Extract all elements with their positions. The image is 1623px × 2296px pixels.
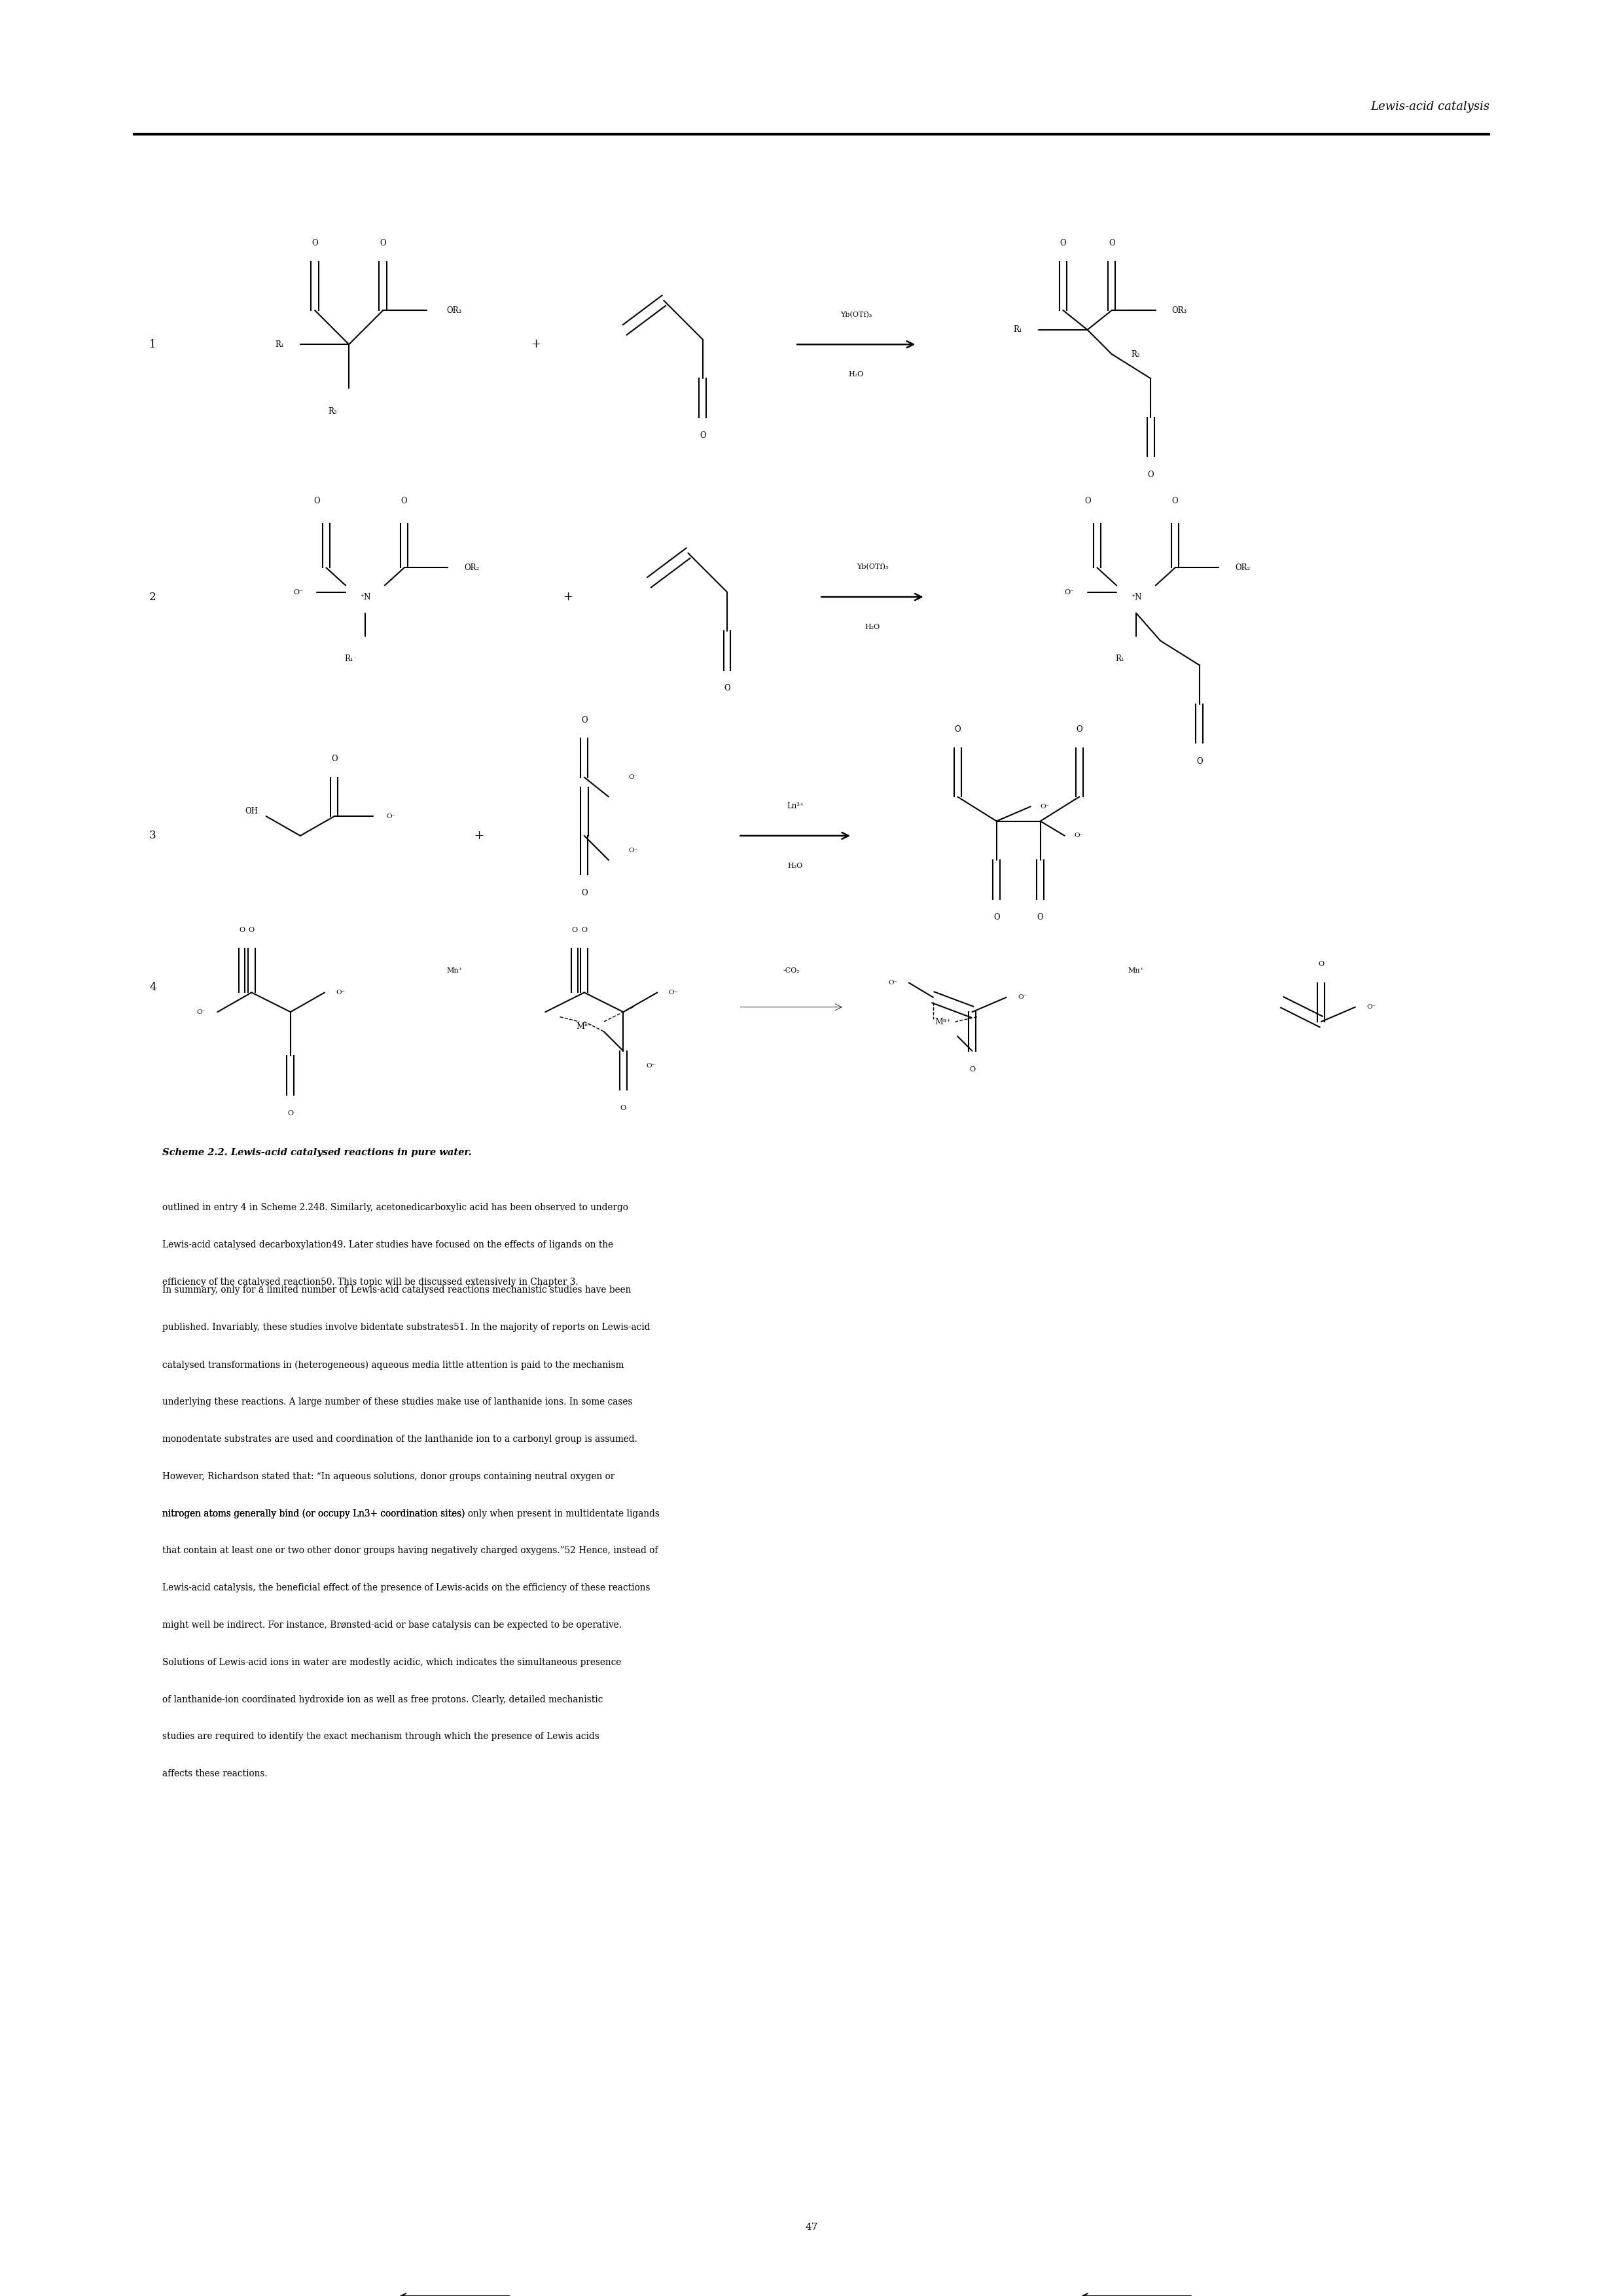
- Text: Solutions of Lewis-acid ions in water are modestly acidic, which indicates the s: Solutions of Lewis-acid ions in water ar…: [162, 1658, 622, 1667]
- Text: nitrogen atoms generally bind (or occupy Ln3+ coordination sites) only when pres: nitrogen atoms generally bind (or occupy…: [162, 1508, 659, 1518]
- Text: O: O: [1147, 471, 1154, 480]
- Text: nitrogen atoms generally bind (or occupy Ln3+ coordination sites): nitrogen atoms generally bind (or occupy…: [162, 1508, 467, 1518]
- Text: OR₃: OR₃: [446, 305, 461, 315]
- Text: 1: 1: [149, 340, 156, 349]
- Text: H₂O: H₂O: [865, 625, 880, 629]
- Text: O: O: [581, 928, 588, 934]
- Text: outlined in entry 4 in Scheme 2.248. Similarly, acetonedicarboxylic acid has bee: outlined in entry 4 in Scheme 2.248. Sim…: [162, 1203, 628, 1212]
- Text: O⁻: O⁻: [1040, 804, 1050, 810]
- Text: O: O: [1196, 758, 1203, 765]
- Text: +: +: [531, 338, 540, 351]
- Text: 3: 3: [149, 831, 156, 840]
- Text: O: O: [1172, 496, 1178, 505]
- Text: O⁻: O⁻: [1018, 994, 1027, 1001]
- Text: Yb(OTf)₃: Yb(OTf)₃: [841, 312, 872, 317]
- Text: O: O: [1037, 914, 1044, 921]
- Text: -CO₂: -CO₂: [782, 967, 800, 974]
- Text: O: O: [993, 914, 1000, 921]
- Text: Mⁿ⁺: Mⁿ⁺: [935, 1017, 951, 1026]
- Text: +: +: [563, 590, 573, 604]
- Text: might well be indirect. For instance, Brønsted-acid or base catalysis can be exp: might well be indirect. For instance, Br…: [162, 1621, 622, 1630]
- Text: R₂: R₂: [328, 406, 338, 416]
- Text: Scheme 2.2. Lewis-acid catalysed reactions in pure water.: Scheme 2.2. Lewis-acid catalysed reactio…: [162, 1148, 472, 1157]
- Text: O: O: [724, 684, 730, 693]
- Text: R₁: R₁: [1115, 654, 1125, 664]
- Text: Yb(OTf)₃: Yb(OTf)₃: [857, 565, 888, 569]
- Text: ⁺N: ⁺N: [1131, 592, 1141, 602]
- Text: O⁻: O⁻: [628, 847, 638, 854]
- Text: O⁻: O⁻: [386, 813, 396, 820]
- Text: H₂O: H₂O: [787, 863, 803, 868]
- Text: O: O: [1109, 239, 1115, 248]
- Text: O: O: [380, 239, 386, 248]
- Text: OR₂: OR₂: [1235, 563, 1250, 572]
- Text: catalysed transformations in (heterogeneous) aqueous media little attention is p: catalysed transformations in (heterogene…: [162, 1359, 623, 1371]
- Text: R₁: R₁: [344, 654, 354, 664]
- Text: H₂O: H₂O: [849, 372, 863, 377]
- Text: O: O: [1076, 726, 1083, 735]
- Text: O: O: [287, 1109, 294, 1116]
- Text: O⁻: O⁻: [336, 990, 346, 996]
- Text: O: O: [1060, 239, 1066, 248]
- Text: ⁺N: ⁺N: [360, 592, 370, 602]
- Text: studies are required to identify the exact mechanism through which the presence : studies are required to identify the exa…: [162, 1731, 599, 1740]
- Text: O: O: [969, 1065, 975, 1072]
- Text: O: O: [248, 928, 255, 934]
- Text: O⁻: O⁻: [888, 980, 898, 985]
- Text: O⁻: O⁻: [1367, 1003, 1376, 1010]
- Text: However, Richardson stated that: “In aqueous solutions, donor groups containing : However, Richardson stated that: “In aqu…: [162, 1472, 615, 1481]
- Text: O: O: [239, 928, 245, 934]
- Text: OR₂: OR₂: [464, 563, 479, 572]
- Text: O: O: [313, 496, 320, 505]
- Text: affects these reactions.: affects these reactions.: [162, 1770, 268, 1779]
- Text: Mn⁺: Mn⁺: [446, 967, 463, 974]
- Text: Lewis-acid catalysed decarboxylation49. Later studies have focused on the effect: Lewis-acid catalysed decarboxylation49. …: [162, 1240, 613, 1249]
- Text: +: +: [474, 829, 484, 843]
- Text: monodentate substrates are used and coordination of the lanthanide ion to a carb: monodentate substrates are used and coor…: [162, 1435, 638, 1444]
- Text: of lanthanide-ion coordinated hydroxide ion as well as free protons. Clearly, de: of lanthanide-ion coordinated hydroxide …: [162, 1694, 604, 1704]
- Text: In summary, only for a limited number of Lewis-acid catalysed reactions mechanis: In summary, only for a limited number of…: [162, 1286, 631, 1295]
- Text: O⁻: O⁻: [294, 590, 304, 595]
- Text: O: O: [1084, 496, 1091, 505]
- Text: O: O: [620, 1104, 626, 1111]
- Text: O⁻: O⁻: [646, 1063, 656, 1068]
- Text: Mⁿ⁺: Mⁿ⁺: [576, 1022, 592, 1031]
- Text: O: O: [954, 726, 961, 735]
- Text: nitrogen atoms generally bind (or occupy Ln3+ coordination sites): nitrogen atoms generally bind (or occupy…: [162, 1508, 467, 1518]
- Text: 47: 47: [805, 2223, 818, 2232]
- Text: Ln³⁺: Ln³⁺: [787, 801, 803, 810]
- Text: R₂: R₂: [1131, 349, 1139, 358]
- Text: R₁: R₁: [276, 340, 284, 349]
- Text: O⁻: O⁻: [196, 1008, 206, 1015]
- Text: O: O: [571, 928, 578, 934]
- Text: published. Invariably, these studies involve bidentate substrates51. In the majo: published. Invariably, these studies inv…: [162, 1322, 651, 1332]
- Text: Lewis-acid catalysis, the beneficial effect of the presence of Lewis-acids on th: Lewis-acid catalysis, the beneficial eff…: [162, 1584, 651, 1593]
- Text: O⁻: O⁻: [628, 774, 638, 781]
- Text: OR₃: OR₃: [1172, 305, 1186, 315]
- Text: 4: 4: [149, 983, 156, 992]
- Text: efficiency of the catalysed reaction50. This topic will be discussed extensively: efficiency of the catalysed reaction50. …: [162, 1277, 578, 1286]
- Text: Lewis-acid catalysis: Lewis-acid catalysis: [1371, 101, 1490, 113]
- Text: O: O: [581, 889, 588, 898]
- Text: nitrogen atoms generally bind (or occupy Ln3+ coordination sites) only when pres: nitrogen atoms generally bind (or occupy…: [162, 1508, 659, 1518]
- Text: O: O: [331, 755, 338, 762]
- Text: O: O: [581, 716, 588, 723]
- Text: O⁻: O⁻: [1074, 833, 1084, 838]
- Text: O: O: [312, 239, 318, 248]
- Text: O: O: [401, 496, 407, 505]
- Text: 2: 2: [149, 592, 156, 602]
- Text: OH: OH: [245, 808, 258, 815]
- Text: O⁻: O⁻: [1065, 590, 1074, 595]
- Text: O: O: [1318, 962, 1324, 967]
- Text: Mn⁺: Mn⁺: [1128, 967, 1144, 974]
- Text: O⁻: O⁻: [669, 990, 678, 996]
- Text: underlying these reactions. A large number of these studies make use of lanthani: underlying these reactions. A large numb…: [162, 1398, 633, 1407]
- Text: that contain at least one or two other donor groups having negatively charged ox: that contain at least one or two other d…: [162, 1545, 657, 1554]
- Text: R₁: R₁: [1014, 326, 1022, 333]
- Text: O: O: [700, 432, 706, 441]
